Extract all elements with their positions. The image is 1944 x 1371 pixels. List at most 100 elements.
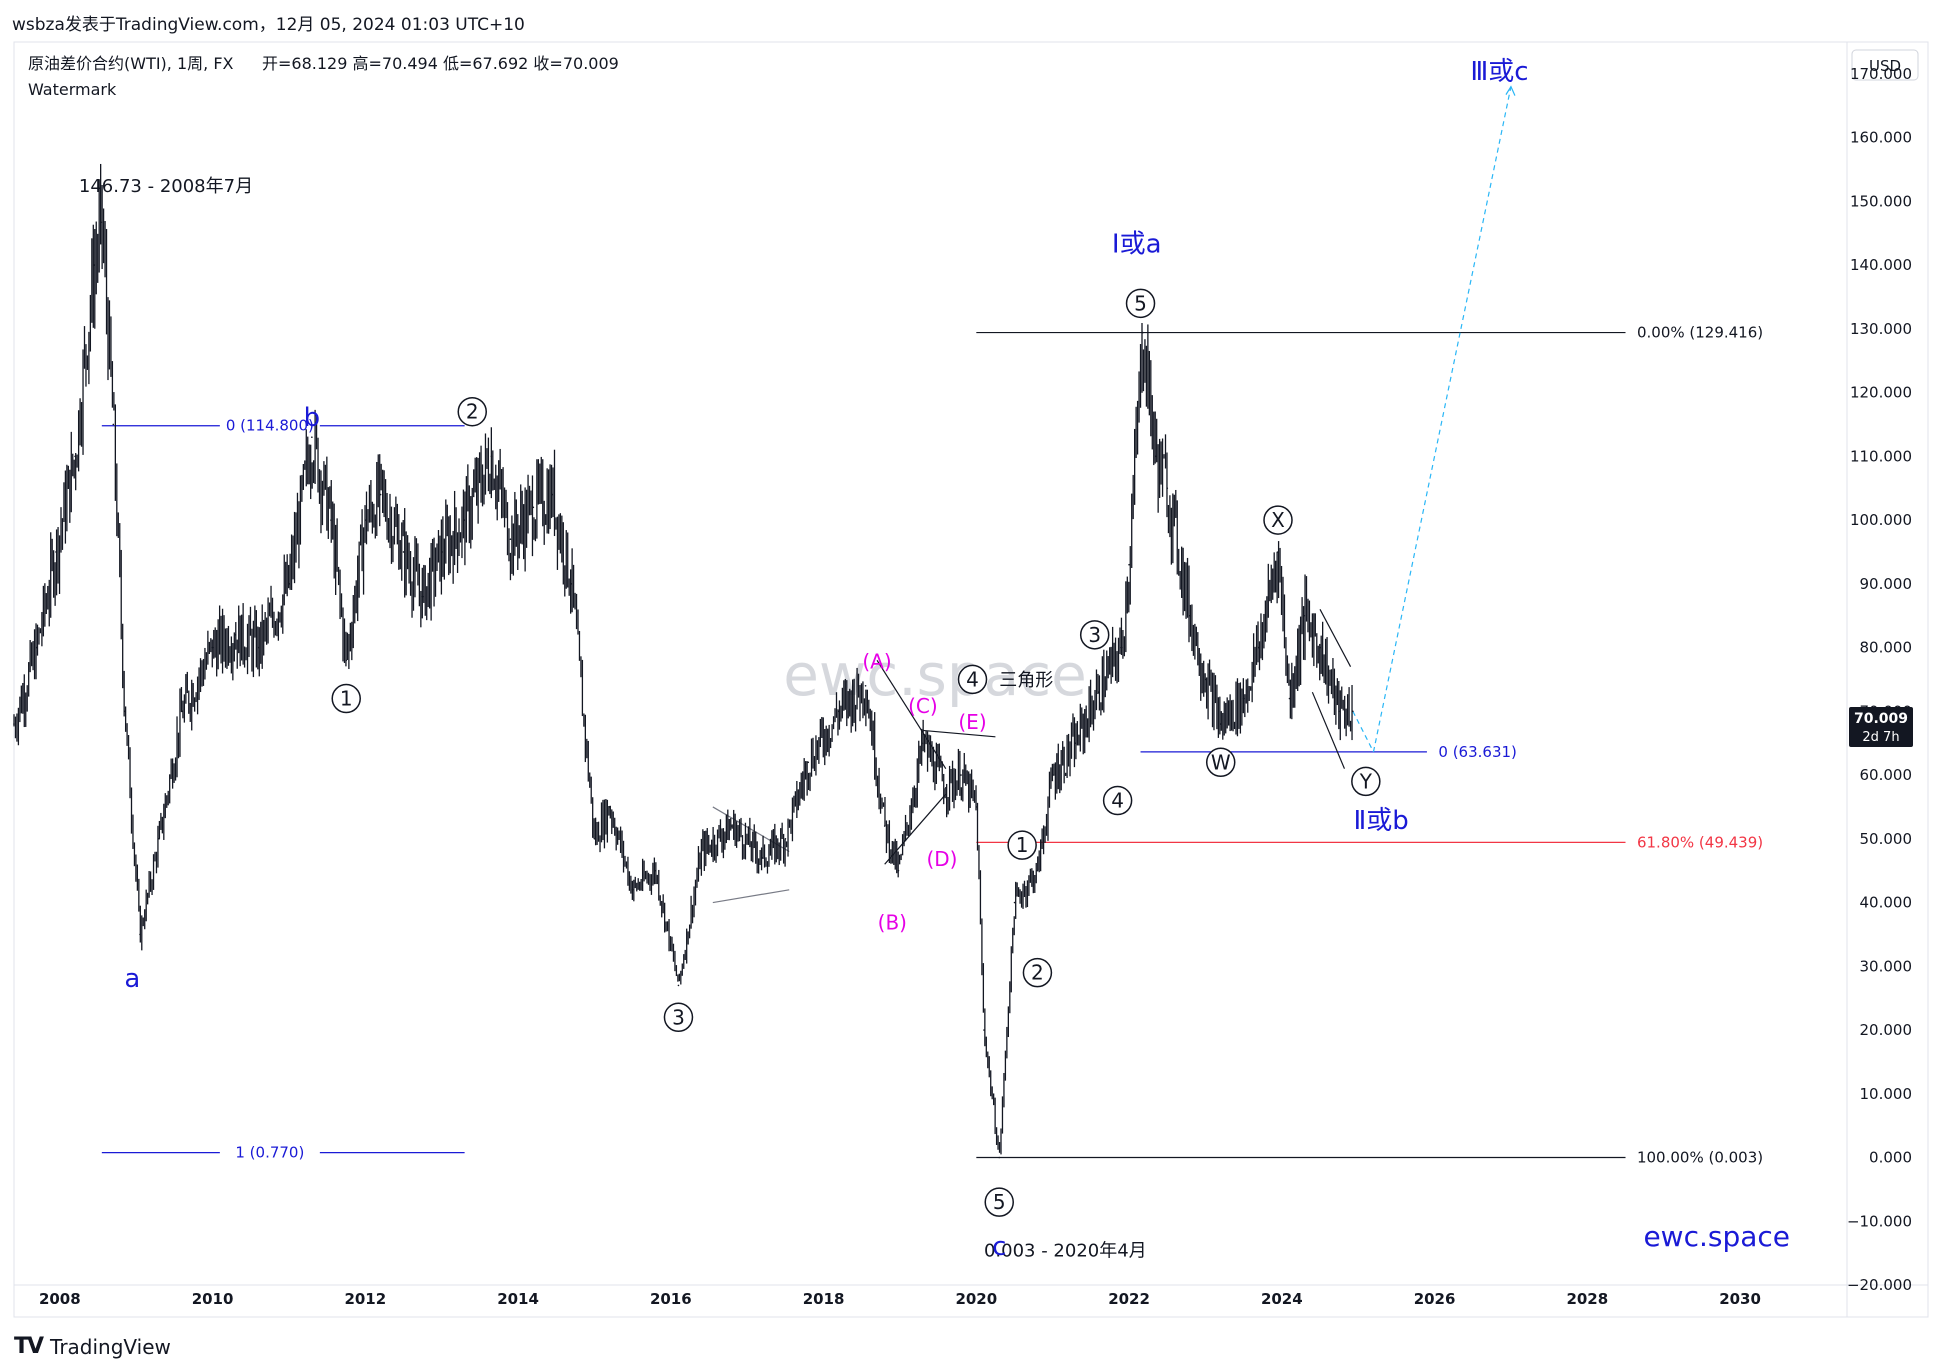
currency-button[interactable]: [1851, 49, 1919, 81]
price-pivot-point: [700, 850, 703, 853]
price-pivot-point: [1352, 710, 1354, 713]
price-pivot-point: [1036, 869, 1039, 872]
wave-label: 2: [466, 400, 479, 424]
wave-label: 5: [993, 1190, 1006, 1214]
price-pivot-point: [139, 933, 141, 936]
last-price-value: 70.009: [1854, 711, 1908, 727]
chart-annotation: Ⅲ或c: [1470, 57, 1528, 87]
x-tick-label: 2016: [650, 1290, 692, 1308]
price-pivot-point: [1074, 742, 1077, 744]
y-tick-label: 170.000: [1850, 65, 1912, 83]
y-tick-label: 30.000: [1860, 957, 1913, 975]
chart-annotation: 三角形: [999, 670, 1053, 691]
price-pivot-point: [330, 519, 332, 521]
price-pivot-point: [158, 837, 160, 840]
symbol-legend[interactable]: 原油差价合约(WTI), 1周, FX: [28, 54, 234, 73]
x-tick-label: 2022: [1108, 1290, 1150, 1308]
price-pivot-point: [1189, 614, 1191, 617]
wave-label: W: [1211, 750, 1231, 774]
wave-label-circle: [1079, 620, 1110, 650]
publisher-line: wsbza发表于TradingView.com，12月 05, 2024 01:…: [12, 15, 525, 35]
price-pivot-point: [654, 869, 657, 872]
price-pivot-point: [960, 774, 962, 776]
wave-label: (E): [958, 710, 986, 734]
triangle-line-c: [922, 729, 996, 738]
triangle-lower-line: [712, 889, 790, 904]
currency-label: USD: [1869, 57, 1901, 75]
price-pivot-point: [864, 685, 867, 687]
wave-label: a: [124, 964, 140, 994]
wave-label: 2: [1031, 961, 1044, 985]
price-pivot-point: [998, 1156, 1001, 1159]
price-pivot-point: [551, 493, 554, 496]
x-tick-label: 2020: [955, 1290, 997, 1308]
wave-label: c: [992, 1232, 1006, 1262]
wave-label-circle: [1205, 747, 1236, 778]
chart-annotation: Ⅱ或b: [1353, 806, 1408, 836]
wave-label: 5: [1134, 291, 1147, 315]
price-pivot-point: [570, 583, 573, 585]
price-pivot-point: [944, 787, 947, 789]
wave-label: 1: [1016, 833, 1029, 857]
price-pivot-point: [421, 595, 424, 598]
x-tick-label: 2018: [803, 1290, 845, 1308]
price-pivot-point: [123, 710, 126, 713]
price-pivot-point: [490, 455, 493, 458]
price-pivot-point: [608, 806, 611, 808]
y-tick-label: 20.000: [1860, 1021, 1913, 1039]
price-pivot-point: [101, 221, 103, 224]
fib-level-label: 0 (114.800): [226, 417, 314, 435]
wave-label: 1: [340, 687, 353, 711]
wave-label-circle: [1102, 785, 1133, 816]
wave-label: 3: [1088, 623, 1101, 647]
price-pivot-point: [311, 436, 313, 439]
y-tick-label: 0.000: [1869, 1149, 1912, 1167]
price-pivot-point: [1051, 774, 1054, 776]
price-pivot-point: [1204, 678, 1207, 681]
wave-label-circle: [1351, 766, 1381, 797]
price-pivot-point: [345, 659, 348, 662]
wave-label: 4: [1111, 789, 1124, 813]
price-pivot-point: [55, 551, 57, 553]
y-tick-label: 90.000: [1860, 575, 1913, 593]
fib-level-label: 100.00% (0.003): [1637, 1148, 1763, 1166]
chart-watermark: ewc.space: [783, 641, 1087, 709]
tradingview-logo-icon: TV: [14, 1334, 44, 1359]
y-tick-label: 120.000: [1850, 384, 1912, 402]
price-pivot-point: [402, 551, 405, 553]
wave-label-circle: [1007, 830, 1037, 860]
price-pivot-point: [288, 583, 290, 585]
wave-label-circle: [984, 1187, 1014, 1217]
y-tick-label: 80.000: [1860, 639, 1913, 657]
x-tick-label: 2008: [39, 1290, 81, 1308]
last-price-tag: 70.009 2d 7h: [1849, 707, 1913, 747]
fib-level-label: 0.00% (129.416): [1637, 324, 1763, 342]
wave-label: (B): [878, 911, 907, 935]
price-pivot-point: [181, 710, 183, 713]
fib-level-label: 61.80% (49.439): [1637, 833, 1763, 851]
price-pivot-point: [761, 857, 764, 859]
wave-label-circle: [1022, 957, 1053, 988]
price-pivot-point: [922, 742, 924, 744]
wave-label: (A): [862, 649, 891, 673]
price-pivot-point: [975, 806, 978, 808]
watermark-legend: Watermark: [28, 80, 117, 99]
wave-label: b: [304, 403, 321, 433]
price-pivot-point: [1120, 646, 1123, 649]
wave-label-circle: [457, 396, 487, 427]
wave-label: (D): [926, 847, 957, 871]
projection-leg-c: [1372, 86, 1512, 753]
x-tick-label: 2028: [1566, 1290, 1608, 1308]
price-pivot-point: [36, 646, 38, 649]
price-pivot-point: [440, 551, 443, 553]
price-pivot-point: [593, 837, 596, 840]
price-pivot-point: [838, 710, 840, 713]
price-pivot-point: [1319, 646, 1321, 649]
price-pivot-point: [897, 869, 900, 872]
price-pivot-point: [1097, 691, 1100, 693]
wave-label: Y: [1359, 769, 1373, 793]
footer: TV TradingView: [14, 1334, 171, 1359]
price-pivot-point: [1128, 563, 1130, 566]
wave-label-circle: [957, 664, 988, 695]
